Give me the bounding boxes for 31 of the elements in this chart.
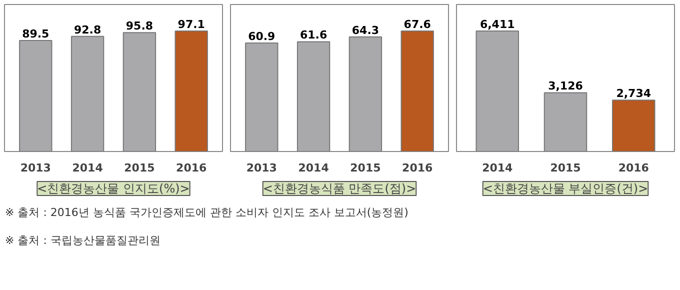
x-tick-label: 2016 (402, 162, 434, 174)
text: <친환경농식품 만족도(점)> (262, 182, 416, 196)
data-label: 2,734 (616, 87, 652, 100)
x-tick-label: 2016 (176, 162, 208, 174)
x-tick-label: 2014 (482, 162, 514, 174)
bar (400, 30, 434, 152)
x-tick-label: 2015 (124, 162, 155, 174)
data-label: 67.6 (404, 18, 432, 32)
data-label: 3,126 (548, 80, 584, 93)
data-label: 97.1 (178, 18, 205, 32)
x-tick-label: 2014 (298, 162, 330, 174)
x-tick-label: 2014 (72, 162, 104, 174)
data-label: 95.8 (126, 20, 154, 33)
x-tick-label: 2015 (550, 162, 581, 174)
data-label: 6,411 (480, 18, 515, 32)
data-label: 64.3 (352, 24, 380, 37)
x-tick-label: 2015 (350, 162, 381, 174)
x-tick-label: 2016 (618, 162, 650, 174)
data-label: 89.5 (22, 27, 50, 40)
text: <친환경농산물 부실인증(건)> (482, 182, 648, 196)
bar (348, 36, 382, 152)
data-label: 60.9 (248, 30, 276, 43)
text: ※ 출처 : 2016년 농식품 국가인증제도에 관한 소비자 인지도 조사 보고서(농정원) (5, 205, 408, 221)
bar (245, 42, 278, 152)
text: <친환경농산물 인지도(%)> (37, 182, 190, 196)
text: ※ 출처 : 국립농산물품질관리원 (5, 233, 160, 249)
x-tick-label: 2013 (20, 162, 51, 174)
x-tick-label: 2013 (246, 162, 277, 174)
data-label: 61.6 (300, 28, 328, 42)
bar (296, 41, 330, 152)
data-label: 92.8 (74, 23, 102, 36)
